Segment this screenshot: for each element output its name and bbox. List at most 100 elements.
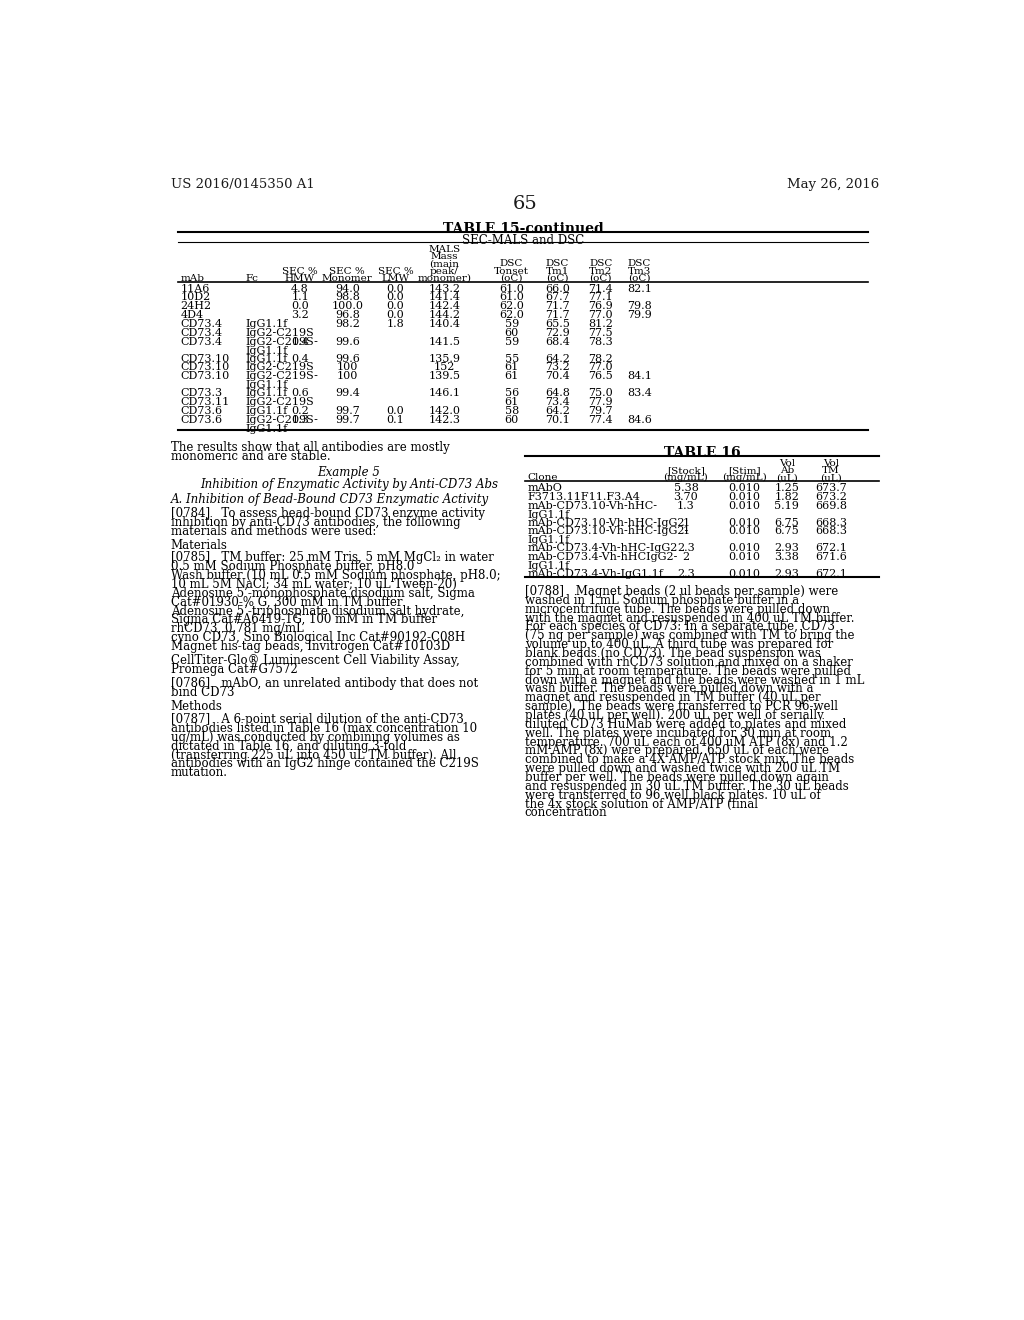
Text: 65: 65 xyxy=(512,195,538,214)
Text: Clone: Clone xyxy=(527,474,558,482)
Text: down with a magnet and the beads were washed in 1 mL: down with a magnet and the beads were wa… xyxy=(524,673,864,686)
Text: 0.010: 0.010 xyxy=(728,569,760,579)
Text: IgG1.1f: IgG1.1f xyxy=(246,407,288,416)
Text: were transferred to 96 well black plates. 10 uL of: were transferred to 96 well black plates… xyxy=(524,788,820,801)
Text: 0.010: 0.010 xyxy=(728,517,760,528)
Text: 64.2: 64.2 xyxy=(545,407,569,416)
Text: (oC): (oC) xyxy=(629,275,650,282)
Text: Adenosine 5’-monophosphate disodium salt, Sigma: Adenosine 5’-monophosphate disodium salt… xyxy=(171,587,474,599)
Text: IgG1.1f: IgG1.1f xyxy=(246,346,288,355)
Text: antibodies with an IgG2 hinge contained the C219S: antibodies with an IgG2 hinge contained … xyxy=(171,758,478,771)
Text: 668.3: 668.3 xyxy=(815,517,847,528)
Text: were pulled down and washed twice with 200 uL TM: were pulled down and washed twice with 2… xyxy=(524,762,840,775)
Text: CD73.6: CD73.6 xyxy=(180,407,223,416)
Text: 79.7: 79.7 xyxy=(589,407,613,416)
Text: 1: 1 xyxy=(682,527,689,536)
Text: CD73.4: CD73.4 xyxy=(180,337,223,347)
Text: mAb-CD73.4-Vh-hHC-IgG2: mAb-CD73.4-Vh-hHC-IgG2 xyxy=(527,544,678,553)
Text: Sigma Cat#A6419-1G, 100 mM in TM buffer: Sigma Cat#A6419-1G, 100 mM in TM buffer xyxy=(171,614,437,627)
Text: 77.0: 77.0 xyxy=(589,310,613,319)
Text: combined to make a 4X AMP/ATP stock mix. The beads: combined to make a 4X AMP/ATP stock mix.… xyxy=(524,754,854,766)
Text: 4D4: 4D4 xyxy=(180,310,204,319)
Text: 61.0: 61.0 xyxy=(499,293,524,302)
Text: 1: 1 xyxy=(682,517,689,528)
Text: 71.7: 71.7 xyxy=(545,310,569,319)
Text: mAb-CD73.10-Vh-hHC-IgG2: mAb-CD73.10-Vh-hHC-IgG2 xyxy=(527,517,685,528)
Text: 140.4: 140.4 xyxy=(428,319,460,329)
Text: 96.8: 96.8 xyxy=(335,310,359,319)
Text: inhibition by anti-CD73 antibodies, the following: inhibition by anti-CD73 antibodies, the … xyxy=(171,516,460,529)
Text: 75.0: 75.0 xyxy=(589,388,613,399)
Text: 64.2: 64.2 xyxy=(545,354,569,363)
Text: buffer per well. The beads were pulled down again: buffer per well. The beads were pulled d… xyxy=(524,771,828,784)
Text: Adenosine 5’-triphosphate disodium salt hydrate,: Adenosine 5’-triphosphate disodium salt … xyxy=(171,605,464,618)
Text: 71.7: 71.7 xyxy=(545,301,569,312)
Text: washed in 1 mL Sodium phosphate buffer in a: washed in 1 mL Sodium phosphate buffer i… xyxy=(524,594,799,607)
Text: 84.1: 84.1 xyxy=(627,371,652,381)
Text: IgG2-C219S: IgG2-C219S xyxy=(246,327,314,338)
Text: SEC %: SEC % xyxy=(378,267,414,276)
Text: mutation.: mutation. xyxy=(171,767,227,779)
Text: diluted CD73 HuMab were added to plates and mixed: diluted CD73 HuMab were added to plates … xyxy=(524,718,846,731)
Text: Promega Cat#G7572: Promega Cat#G7572 xyxy=(171,663,297,676)
Text: 0.4: 0.4 xyxy=(291,337,309,347)
Text: 2.3: 2.3 xyxy=(677,544,695,553)
Text: 62.0: 62.0 xyxy=(499,310,524,319)
Text: sample). The beads were transferred to PCR 96-well: sample). The beads were transferred to P… xyxy=(524,700,838,713)
Text: 5.19: 5.19 xyxy=(774,500,799,511)
Text: 0.010: 0.010 xyxy=(728,500,760,511)
Text: 82.1: 82.1 xyxy=(627,284,652,293)
Text: 66.0: 66.0 xyxy=(545,284,569,293)
Text: 0.010: 0.010 xyxy=(728,552,760,562)
Text: 65.5: 65.5 xyxy=(545,319,569,329)
Text: dictated in Table 16, and diluting 3-fold: dictated in Table 16, and diluting 3-fol… xyxy=(171,739,406,752)
Text: 10 mL 5M NaCl; 34 mL water; 10 uL Tween-20): 10 mL 5M NaCl; 34 mL water; 10 uL Tween-… xyxy=(171,578,457,591)
Text: mAb: mAb xyxy=(180,275,205,282)
Text: 2: 2 xyxy=(682,552,689,562)
Text: [0788] Magnet beads (2 ul beads per sample) were: [0788] Magnet beads (2 ul beads per samp… xyxy=(524,585,838,598)
Text: 672.1: 672.1 xyxy=(815,569,847,579)
Text: 99.7: 99.7 xyxy=(335,414,359,425)
Text: 669.8: 669.8 xyxy=(815,500,847,511)
Text: mAb-CD73.10-Vh-hHC-IgG2-: mAb-CD73.10-Vh-hHC-IgG2- xyxy=(527,527,688,536)
Text: 152: 152 xyxy=(433,363,455,372)
Text: Wash buffer (10 mL 0.5 mM Sodium phosphate, pH8.0;: Wash buffer (10 mL 0.5 mM Sodium phospha… xyxy=(171,569,501,582)
Text: 143.2: 143.2 xyxy=(428,284,460,293)
Text: 59: 59 xyxy=(505,337,519,347)
Text: (oC): (oC) xyxy=(590,275,612,282)
Text: DSC: DSC xyxy=(628,259,651,268)
Text: 77.0: 77.0 xyxy=(589,363,613,372)
Text: monomer): monomer) xyxy=(417,275,471,282)
Text: Materials: Materials xyxy=(171,539,227,552)
Text: combined with rhCD73 solution and mixed on a shaker: combined with rhCD73 solution and mixed … xyxy=(524,656,853,669)
Text: IgG1.1f: IgG1.1f xyxy=(246,388,288,399)
Text: (uL): (uL) xyxy=(776,474,798,482)
Text: blank beads (no CD73). The bead suspension was: blank beads (no CD73). The bead suspensi… xyxy=(524,647,820,660)
Text: Fc: Fc xyxy=(246,275,259,282)
Text: DSC: DSC xyxy=(589,259,612,268)
Text: [Stim]: [Stim] xyxy=(728,466,761,475)
Text: monomeric and are stable.: monomeric and are stable. xyxy=(171,450,331,463)
Text: 0.0: 0.0 xyxy=(386,310,404,319)
Text: 98.2: 98.2 xyxy=(335,319,359,329)
Text: Tm1: Tm1 xyxy=(546,267,569,276)
Text: 4.8: 4.8 xyxy=(291,284,309,293)
Text: 0.0: 0.0 xyxy=(386,407,404,416)
Text: temperature. 700 uL each of 400 uM ATP (8x) and 1.2: temperature. 700 uL each of 400 uM ATP (… xyxy=(524,735,848,748)
Text: peak/: peak/ xyxy=(430,267,459,276)
Text: CD73.10: CD73.10 xyxy=(180,363,230,372)
Text: 3.70: 3.70 xyxy=(674,492,698,502)
Text: 77.1: 77.1 xyxy=(589,293,613,302)
Text: 77.5: 77.5 xyxy=(589,327,613,338)
Text: 0.3: 0.3 xyxy=(291,414,309,425)
Text: 67.7: 67.7 xyxy=(545,293,569,302)
Text: 142.3: 142.3 xyxy=(428,414,460,425)
Text: materials and methods were used:: materials and methods were used: xyxy=(171,524,376,537)
Text: 672.1: 672.1 xyxy=(815,544,847,553)
Text: 73.4: 73.4 xyxy=(545,397,569,407)
Text: 58: 58 xyxy=(505,407,519,416)
Text: for 5 min at room temperature. The beads were pulled: for 5 min at room temperature. The beads… xyxy=(524,665,851,677)
Text: Example 5: Example 5 xyxy=(317,466,380,479)
Text: IgG2-C219S-: IgG2-C219S- xyxy=(246,337,318,347)
Text: CD73.3: CD73.3 xyxy=(180,388,223,399)
